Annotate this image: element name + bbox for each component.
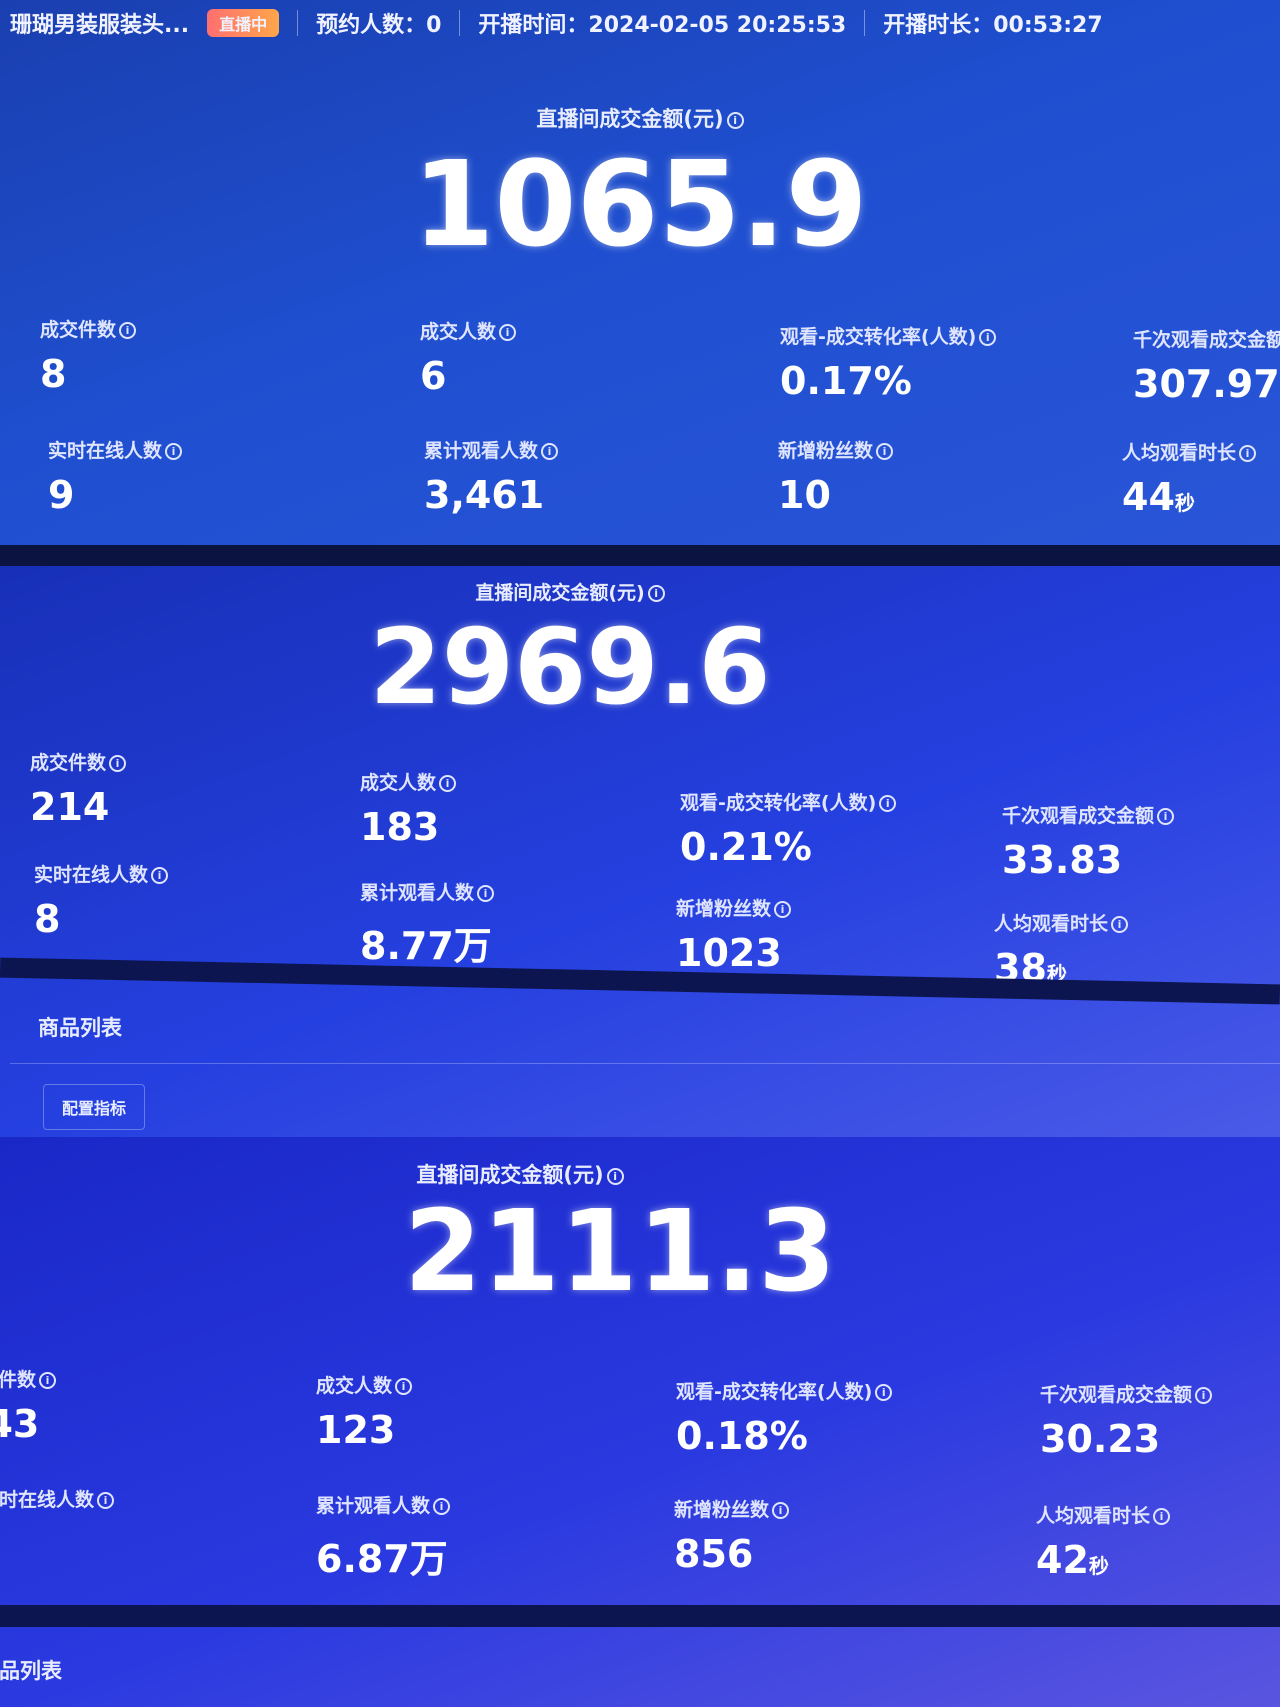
viewers-label: 累计观看人数	[360, 882, 475, 904]
online-label: 实时在线人数	[48, 440, 163, 462]
gpm-value: 307.97	[1133, 362, 1280, 406]
reserve-count: 预约人数：0	[316, 13, 442, 38]
account-name[interactable]: 珊瑚男装服装头...	[10, 13, 190, 38]
product-list-heading: 商品列表	[38, 1016, 122, 1040]
info-icon[interactable]: i	[606, 1167, 624, 1185]
buyers-label: 成交人数	[360, 772, 437, 794]
info-icon[interactable]: i	[395, 1378, 413, 1395]
gmv-label: 直播间成交金额(元)	[475, 582, 645, 604]
viewers-label: 累计观看人数	[316, 1495, 431, 1517]
info-icon[interactable]: i	[541, 443, 559, 460]
conv-label: 观看-成交转化率(人数)	[680, 792, 877, 814]
gmv-label: 直播间成交金额(元)	[536, 107, 724, 131]
sec-unit: 秒	[1088, 1554, 1109, 1578]
info-icon[interactable]: i	[433, 1498, 451, 1515]
start-time: 开播时间：2024-02-05 20:25:53	[478, 13, 847, 38]
info-icon[interactable]: i	[1239, 445, 1257, 462]
online-label: 实时在线人数	[34, 864, 149, 886]
online-value: 8	[34, 897, 61, 941]
info-icon[interactable]: i	[876, 443, 894, 460]
info-icon[interactable]: i	[875, 1384, 893, 1401]
gmv-value: 2969.6	[369, 606, 771, 728]
divider	[864, 10, 866, 36]
divider	[297, 10, 299, 36]
info-icon[interactable]: i	[477, 885, 495, 902]
card-bottom-edge	[0, 1605, 1280, 1627]
fans-label: 新增粉丝数	[674, 1499, 770, 1521]
divider	[459, 10, 461, 36]
items-label: 成交件数	[40, 319, 117, 341]
conv-value: 0.21%	[680, 825, 812, 869]
info-icon[interactable]: i	[39, 1372, 57, 1389]
screenshot-panel-1: 珊瑚男装服装头... 直播中 预约人数：0 开播时间：2024-02-05 20…	[0, 0, 1280, 566]
gpm-value: 33.83	[1002, 838, 1123, 882]
buyers-value: 123	[316, 1408, 396, 1452]
fans-value: 1023	[676, 931, 782, 975]
conv-value: 0.17%	[780, 359, 912, 403]
viewers-label: 累计观看人数	[424, 440, 539, 462]
info-icon[interactable]: i	[1157, 808, 1175, 825]
config-metrics-button[interactable]: 配置指标	[43, 1084, 146, 1130]
avg-watch-value: 44	[1122, 475, 1175, 519]
info-icon[interactable]: i	[879, 795, 897, 812]
fans-label: 新增粉丝数	[778, 440, 874, 462]
info-icon[interactable]: i	[1195, 1387, 1213, 1404]
live-duration: 开播时长：00:53:27	[883, 13, 1103, 38]
info-icon[interactable]: i	[774, 901, 792, 918]
items-label: 成交件数	[30, 752, 107, 774]
avg-watch-label: 人均观看时长	[994, 913, 1109, 935]
sec-unit: 秒	[1174, 491, 1195, 515]
info-icon[interactable]: i	[499, 324, 517, 341]
avg-watch-value: 42	[1036, 1538, 1089, 1582]
items-value: 143	[0, 1402, 40, 1446]
info-icon[interactable]: i	[979, 329, 997, 346]
conv-label: 观看-成交转化率(人数)	[676, 1381, 873, 1403]
fans-value: 856	[674, 1532, 754, 1576]
info-icon[interactable]: i	[151, 867, 169, 884]
buyers-label: 成交人数	[316, 1375, 393, 1397]
info-icon[interactable]: i	[109, 755, 127, 772]
conv-label: 观看-成交转化率(人数)	[780, 326, 977, 348]
fans-value: 10	[778, 473, 831, 517]
viewers-value: 3,461	[424, 473, 545, 517]
buyers-value: 183	[360, 805, 440, 849]
gpm-label: 千次观看成交金额	[1040, 1384, 1193, 1406]
buyers-value: 6	[420, 354, 447, 398]
info-icon[interactable]: i	[439, 775, 457, 792]
live-header: 珊瑚男装服装头... 直播中 预约人数：0 开播时间：2024-02-05 20…	[0, 0, 1280, 46]
info-icon[interactable]: i	[1111, 916, 1129, 933]
items-value: 8	[40, 352, 67, 396]
info-icon[interactable]: i	[647, 585, 665, 602]
conv-value: 0.18%	[676, 1414, 808, 1458]
divider	[10, 1063, 1280, 1064]
live-status-badge: 直播中	[207, 9, 280, 37]
info-icon[interactable]: i	[165, 443, 183, 460]
info-icon[interactable]: i	[97, 1492, 115, 1509]
gmv-value: 1065.9	[412, 135, 868, 273]
info-icon[interactable]: i	[726, 111, 744, 129]
fans-label: 新增粉丝数	[676, 898, 772, 920]
gmv-label: 直播间成交金额(元)	[416, 1163, 604, 1187]
online-value: 9	[48, 473, 75, 517]
gpm-label: 千次观看成交金额	[1002, 805, 1155, 827]
viewers-value: 6.87万	[316, 1537, 448, 1581]
online-label: 实时在线人数	[0, 1489, 95, 1511]
items-value: 214	[30, 785, 110, 829]
info-icon[interactable]: i	[1153, 1508, 1171, 1525]
avg-watch-label: 人均观看时长	[1036, 1505, 1151, 1527]
product-list-heading: 商品列表	[0, 1659, 62, 1683]
viewers-value: 8.77万	[360, 924, 492, 968]
buyers-label: 成交人数	[420, 321, 497, 343]
screenshot-panel-2: 直播间成交金额(元) i 2969.6 成交件数 i 214 成交人数 i 183 观看-…	[0, 566, 1280, 1137]
gmv-value: 2111.3	[403, 1187, 837, 1317]
gpm-value: 30.23	[1040, 1417, 1161, 1461]
gpm-label: 千次观看成交金额	[1133, 329, 1280, 351]
info-icon[interactable]: i	[772, 1502, 790, 1519]
avg-watch-label: 人均观看时长	[1122, 442, 1237, 464]
items-label: 成交件数	[0, 1369, 37, 1391]
card-bottom-edge	[0, 545, 1280, 566]
info-icon[interactable]: i	[119, 322, 137, 339]
